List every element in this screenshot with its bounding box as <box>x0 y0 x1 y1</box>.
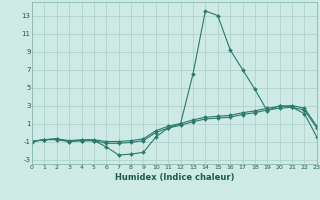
X-axis label: Humidex (Indice chaleur): Humidex (Indice chaleur) <box>115 173 234 182</box>
